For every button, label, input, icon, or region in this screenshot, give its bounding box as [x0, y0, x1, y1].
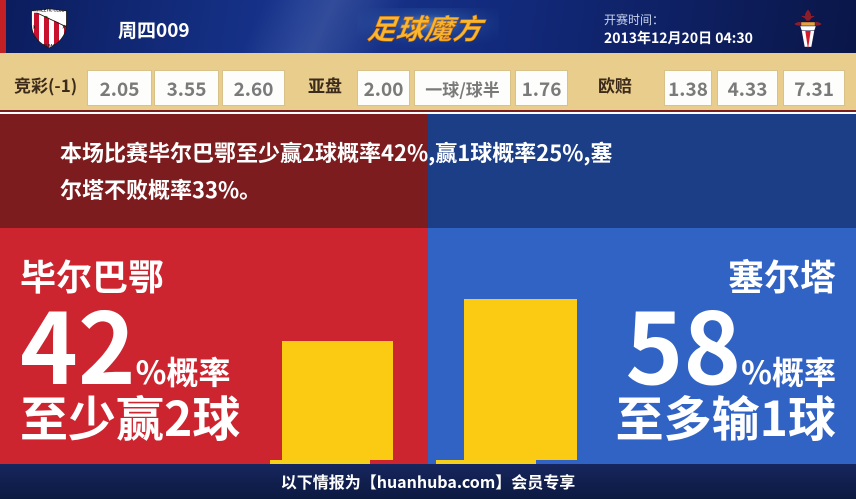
svg-text:x: x	[62, 25, 65, 31]
svg-text:足球魔方: 足球魔方	[365, 8, 488, 48]
svg-text:x: x	[33, 25, 36, 31]
